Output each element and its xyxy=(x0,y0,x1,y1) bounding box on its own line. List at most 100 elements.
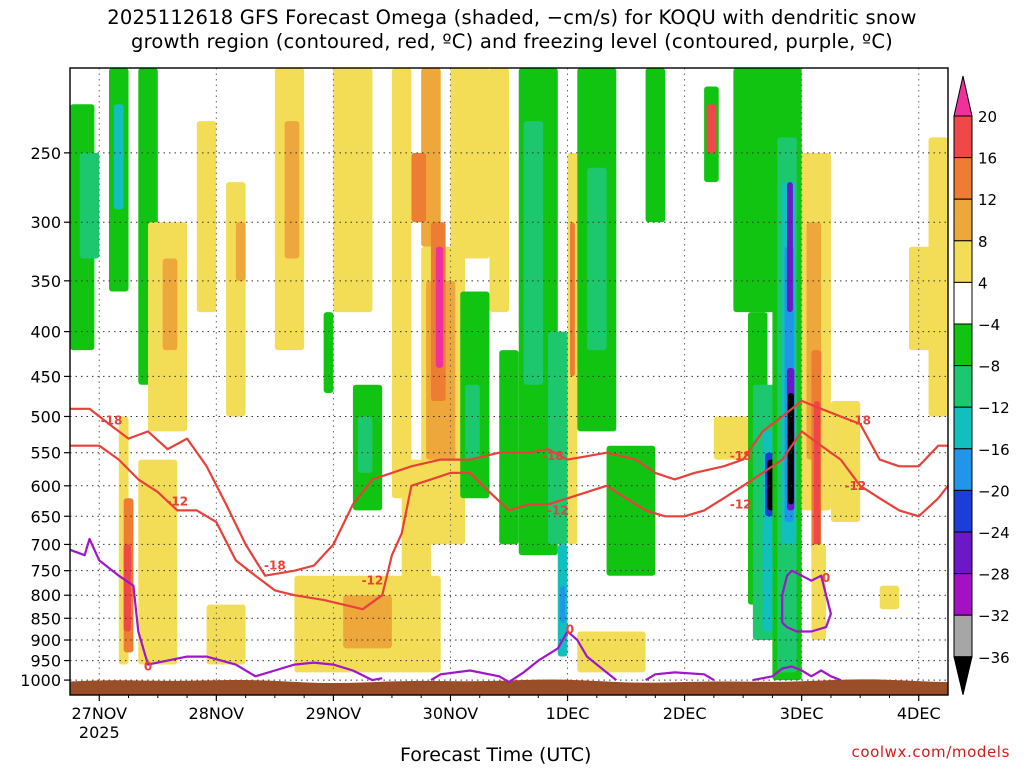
colorbar-swatch xyxy=(953,365,973,408)
contour-label: -12 xyxy=(844,479,866,493)
contour-label: -12 xyxy=(166,494,188,508)
contour-label: -12 xyxy=(362,574,384,588)
omega-cell xyxy=(879,585,900,610)
freezing-level-contour xyxy=(752,665,842,682)
y-tick-label: 550 xyxy=(30,444,61,463)
colorbar-label: −24 xyxy=(978,524,1010,542)
colorbar-label: −4 xyxy=(978,316,1000,334)
omega-cell xyxy=(928,137,948,417)
y-tick-label: 800 xyxy=(30,586,61,605)
terrain-fill xyxy=(70,679,948,695)
omega-cell xyxy=(499,350,519,545)
omega-cell xyxy=(333,68,373,313)
colorbar-label: −36 xyxy=(978,649,1010,667)
colorbar-swatch xyxy=(953,531,973,575)
contour-lines xyxy=(70,399,948,684)
contour-labels: -18 -12 -18 -12 -18 -12 -18 -12 -18 -12 0 0 0 xyxy=(101,413,871,673)
colorbar-swatch xyxy=(953,614,973,658)
x-tick-label: 27NOV xyxy=(71,704,127,723)
y-tick-label: 500 xyxy=(30,407,61,426)
colorbar-top-arrow xyxy=(953,75,973,117)
colorbar-swatch xyxy=(953,406,973,450)
colorbar-swatch xyxy=(953,115,973,159)
contour-label: -18 xyxy=(101,413,123,427)
x-tick-label: 1DEC xyxy=(546,704,590,723)
contour-label: -18 xyxy=(264,559,286,573)
omega-cell xyxy=(489,68,509,313)
colorbar-label: 4 xyxy=(978,274,988,292)
y-tick-label: 300 xyxy=(30,213,61,232)
omega-cell xyxy=(548,331,568,545)
colorbar-label: −32 xyxy=(978,607,1010,625)
omega-cell xyxy=(733,68,783,313)
colorbar-label: 12 xyxy=(978,191,997,209)
x-tick-label: 30NOV xyxy=(423,704,479,723)
contour-label: -18 xyxy=(849,413,871,427)
chart-title: 2025112618 GFS Forecast Omega (shaded, −… xyxy=(0,6,1024,54)
colorbar-bottom-arrow xyxy=(953,656,973,695)
colorbar-swatch xyxy=(953,240,973,283)
omega-cell xyxy=(196,121,217,313)
y-tick-label: 750 xyxy=(30,562,61,581)
y-tick-label: 450 xyxy=(30,367,61,386)
colorbar-label: −12 xyxy=(978,399,1010,417)
omega-cell xyxy=(645,68,666,223)
dendritic-contour xyxy=(70,430,948,611)
colorbar-swatch xyxy=(953,157,973,200)
x-tick-label: 2DEC xyxy=(663,704,707,723)
omega-cell xyxy=(138,459,178,665)
y-tick-label: 850 xyxy=(30,609,61,628)
omega-cell xyxy=(523,121,544,385)
y-axis: 250 300 350 400 450 500 550 600 650 700 750 800 850 9… xyxy=(20,144,70,690)
omega-cell xyxy=(226,182,246,417)
y-tick-label: 950 xyxy=(30,652,61,671)
colorbar-label: −28 xyxy=(978,566,1010,584)
y-tick-label: 1000 xyxy=(20,671,61,690)
omega-cell xyxy=(206,604,246,665)
colorbar-swatch xyxy=(953,489,973,533)
omega-cell xyxy=(811,544,827,641)
title-line-1: 2025112618 GFS Forecast Omega (shaded, −… xyxy=(107,6,917,29)
dendritic-contour xyxy=(70,399,948,577)
contour-label: -18 xyxy=(730,449,752,463)
x-tick-label: 29NOV xyxy=(306,704,362,723)
freezing-level-contour xyxy=(70,537,383,682)
contour-label: 0 xyxy=(144,660,152,674)
title-line-2: growth region (contoured, red, ºC) and f… xyxy=(131,30,893,53)
credit-label: coolwx.com/models xyxy=(851,743,1010,761)
colorbar-label: 16 xyxy=(978,150,997,168)
colorbar-label: 8 xyxy=(978,233,988,251)
y-tick-label: 900 xyxy=(30,631,61,650)
omega-cell xyxy=(113,104,124,210)
omega-cell xyxy=(465,384,480,460)
colorbar: 20 16 12 8 4 −4 −8 −12 −16 −20 −24 −28 −32 −36 xyxy=(953,75,1010,695)
contour-label: -18 xyxy=(542,449,564,463)
omega-cell xyxy=(577,631,646,673)
omega-cell xyxy=(123,544,131,632)
omega-cell xyxy=(323,312,334,393)
omega-cell xyxy=(411,152,427,223)
omega-cell xyxy=(787,182,793,313)
x-tick-label: 28NOV xyxy=(189,704,245,723)
omega-cell xyxy=(391,68,412,499)
contour-label: 0 xyxy=(822,571,830,585)
omega-cell xyxy=(450,68,490,259)
contour-label: 0 xyxy=(566,622,574,636)
terrain xyxy=(70,679,948,695)
omega-cell xyxy=(713,416,749,460)
freezing-level-contour xyxy=(645,671,715,682)
omega-cell xyxy=(606,445,656,576)
x-axis-title: Forecast Time (UTC) xyxy=(400,744,592,766)
y-tick-label: 400 xyxy=(30,323,61,342)
colorbar-swatch xyxy=(953,323,973,367)
colorbar-swatch xyxy=(953,573,973,616)
colorbar-swatch xyxy=(953,281,973,325)
y-tick-label: 700 xyxy=(30,535,61,554)
omega-cell xyxy=(284,121,300,259)
y-tick-label: 250 xyxy=(30,144,61,163)
omega-shading xyxy=(70,68,948,681)
x-tick-label: 4DEC xyxy=(897,704,941,723)
colorbar-label: −16 xyxy=(978,441,1010,459)
y-tick-label: 350 xyxy=(30,272,61,291)
